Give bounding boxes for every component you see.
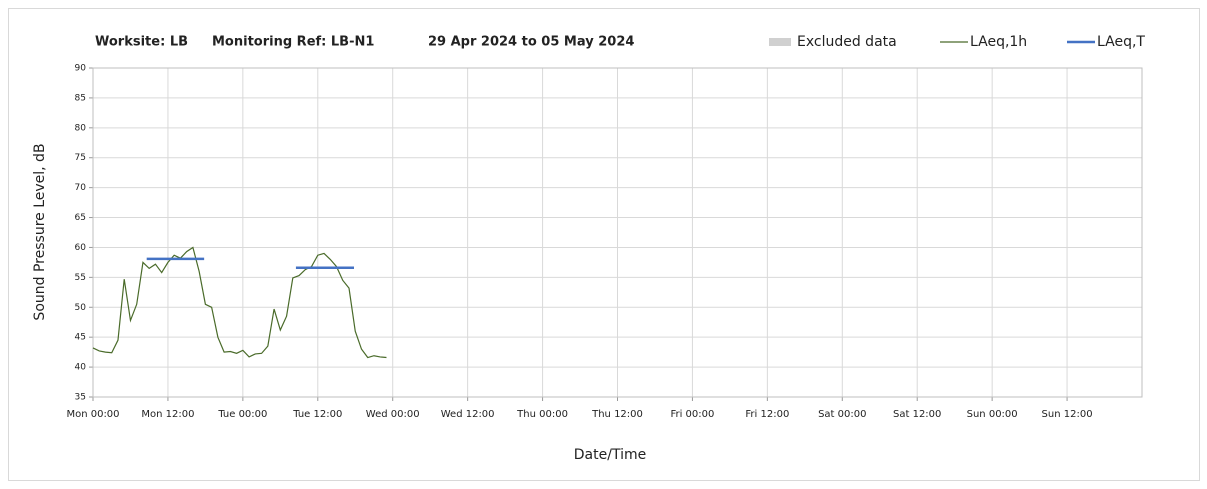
title-dates: 29 Apr 2024 to 05 May 2024 bbox=[428, 35, 634, 50]
chart-frame bbox=[8, 8, 1200, 481]
y-tick-label: 80 bbox=[75, 123, 87, 133]
y-tick-label: 90 bbox=[75, 64, 87, 74]
legend-label: Excluded data bbox=[797, 34, 897, 50]
x-tick-label: Mon 12:00 bbox=[141, 409, 194, 420]
x-tick-label: Fri 00:00 bbox=[670, 409, 714, 420]
x-tick-label: Mon 00:00 bbox=[66, 409, 119, 420]
title-ref: Monitoring Ref: LB-N1 bbox=[212, 35, 374, 50]
x-tick-label: Sat 00:00 bbox=[818, 409, 866, 420]
x-axis-label: Date/Time bbox=[574, 447, 646, 463]
x-tick-label: Thu 12:00 bbox=[591, 409, 643, 420]
x-tick-label: Sun 00:00 bbox=[967, 409, 1018, 420]
x-tick-label: Tue 12:00 bbox=[292, 409, 342, 420]
y-tick-label: 35 bbox=[75, 393, 86, 403]
y-tick-label: 75 bbox=[75, 153, 86, 163]
y-tick-label: 70 bbox=[75, 183, 87, 193]
x-tick-label: Sat 12:00 bbox=[893, 409, 941, 420]
plot-border bbox=[92, 67, 1143, 398]
y-tick-label: 55 bbox=[75, 273, 86, 283]
y-axis-label: Sound Pressure Level, dB bbox=[32, 143, 48, 320]
x-tick-label: Wed 12:00 bbox=[441, 409, 495, 420]
y-tick-label: 65 bbox=[75, 213, 86, 223]
y-tick-label: 40 bbox=[75, 363, 87, 373]
y-tick-label: 50 bbox=[75, 303, 87, 313]
y-tick-label: 60 bbox=[75, 243, 87, 253]
title-site: Worksite: LB bbox=[95, 35, 188, 50]
y-tick-label: 45 bbox=[75, 333, 86, 343]
legend-label: LAeq,T bbox=[1097, 34, 1145, 50]
x-tick-label: Wed 00:00 bbox=[366, 409, 420, 420]
legend-swatch bbox=[769, 38, 791, 46]
legend-label: LAeq,1h bbox=[970, 34, 1027, 50]
x-tick-label: Tue 00:00 bbox=[217, 409, 267, 420]
x-tick-label: Thu 00:00 bbox=[516, 409, 568, 420]
x-tick-label: Sun 12:00 bbox=[1042, 409, 1093, 420]
y-tick-label: 85 bbox=[75, 93, 86, 103]
x-tick-label: Fri 12:00 bbox=[745, 409, 789, 420]
